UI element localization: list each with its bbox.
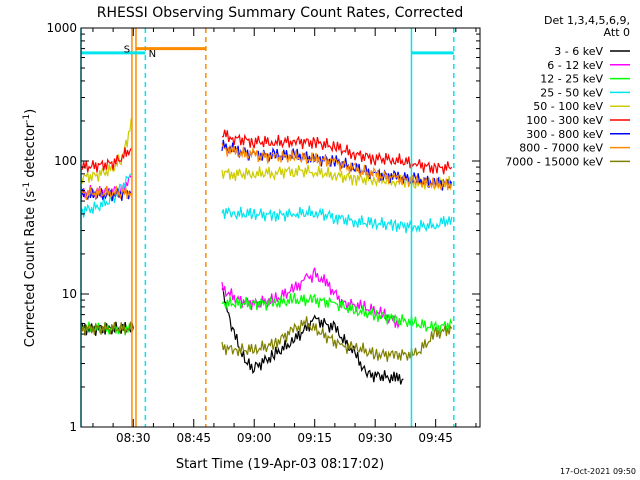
series-line-800-7000-kev-seg-1 — [81, 185, 132, 201]
series-line-800-7000-kev-seg-2 — [221, 143, 453, 191]
legend-label-100-300-kev: 100 - 300 keV — [526, 114, 603, 127]
y-tick-label-3: 100 — [54, 154, 77, 168]
y-tick-label-4: 1000 — [46, 21, 77, 35]
x-tick-label-2: 08:45 — [176, 431, 211, 445]
legend-label-300-800-kev: 300 - 800 keV — [526, 128, 603, 141]
y-axis-label: Corrected Count Rate (s-1 detector-1) — [22, 109, 38, 347]
night-marker-label: N — [149, 49, 156, 60]
legend-label-12-25-kev: 12 - 25 keV — [540, 73, 603, 86]
plot-area — [81, 118, 453, 385]
legend-label-7000-15000-kev: 7000 - 15000 keV — [505, 155, 603, 168]
chart-title: RHESSI Observing Summary Count Rates, Co… — [97, 5, 463, 21]
x-tick-label-1: 08:30 — [116, 431, 151, 445]
series-line-7000-15000-kev-seg-2 — [221, 316, 453, 362]
legend-header-line-1: Det 1,3,4,5,6,9, — [544, 14, 630, 27]
plot-frame — [80, 27, 481, 428]
series-line-6-12-kev-seg-2 — [221, 267, 400, 330]
series-layer — [81, 118, 453, 385]
x-tick-label-3: 09:00 — [237, 431, 272, 445]
x-tick-label-4: 09:15 — [297, 431, 332, 445]
legend-label-6-12-kev: 6 - 12 keV — [547, 59, 603, 72]
series-line-25-50-kev-seg-2 — [221, 205, 453, 234]
x-axis-label: Start Time (19-Apr-03 08:17:02) — [176, 457, 384, 472]
series-line-50-100-kev-seg-2 — [221, 164, 453, 191]
x-tick-label-6: 09:45 — [418, 431, 453, 445]
series-line-25-50-kev-seg-1 — [81, 173, 132, 218]
legend-label-25-50-kev: 25 - 50 keV — [540, 86, 603, 99]
legend-label-800-7000-kev: 800 - 7000 keV — [519, 142, 603, 155]
axis-layer: 1 10 100 1000 08:30 08:45 09:00 09:15 09:30 09:45 — [46, 21, 480, 445]
series-line-12-25-kev-seg-2 — [221, 292, 453, 334]
legend-label-50-100-kev: 50 - 100 keV — [533, 100, 603, 113]
series-line-50-100-kev-seg-1 — [81, 118, 132, 184]
x-tick-label-5: 09:30 — [358, 431, 393, 445]
y-tick-label-2: 10 — [62, 287, 77, 301]
series-line-100-300-kev-seg-1 — [81, 147, 132, 173]
series-line-3-6-kev-seg-2 — [221, 288, 404, 385]
series-line-7000-15000-kev-seg-1 — [81, 321, 134, 336]
series-line-100-300-kev-seg-2 — [221, 129, 453, 175]
y-tick-label-1: 1 — [69, 420, 77, 434]
legend-header-line-2: Att 0 — [604, 26, 630, 39]
saa-marker-label: S — [124, 45, 130, 56]
legend-label-3-6-kev: 3 - 6 keV — [554, 45, 603, 58]
footer-date: 17-Oct-2021 09:50 — [560, 467, 636, 476]
